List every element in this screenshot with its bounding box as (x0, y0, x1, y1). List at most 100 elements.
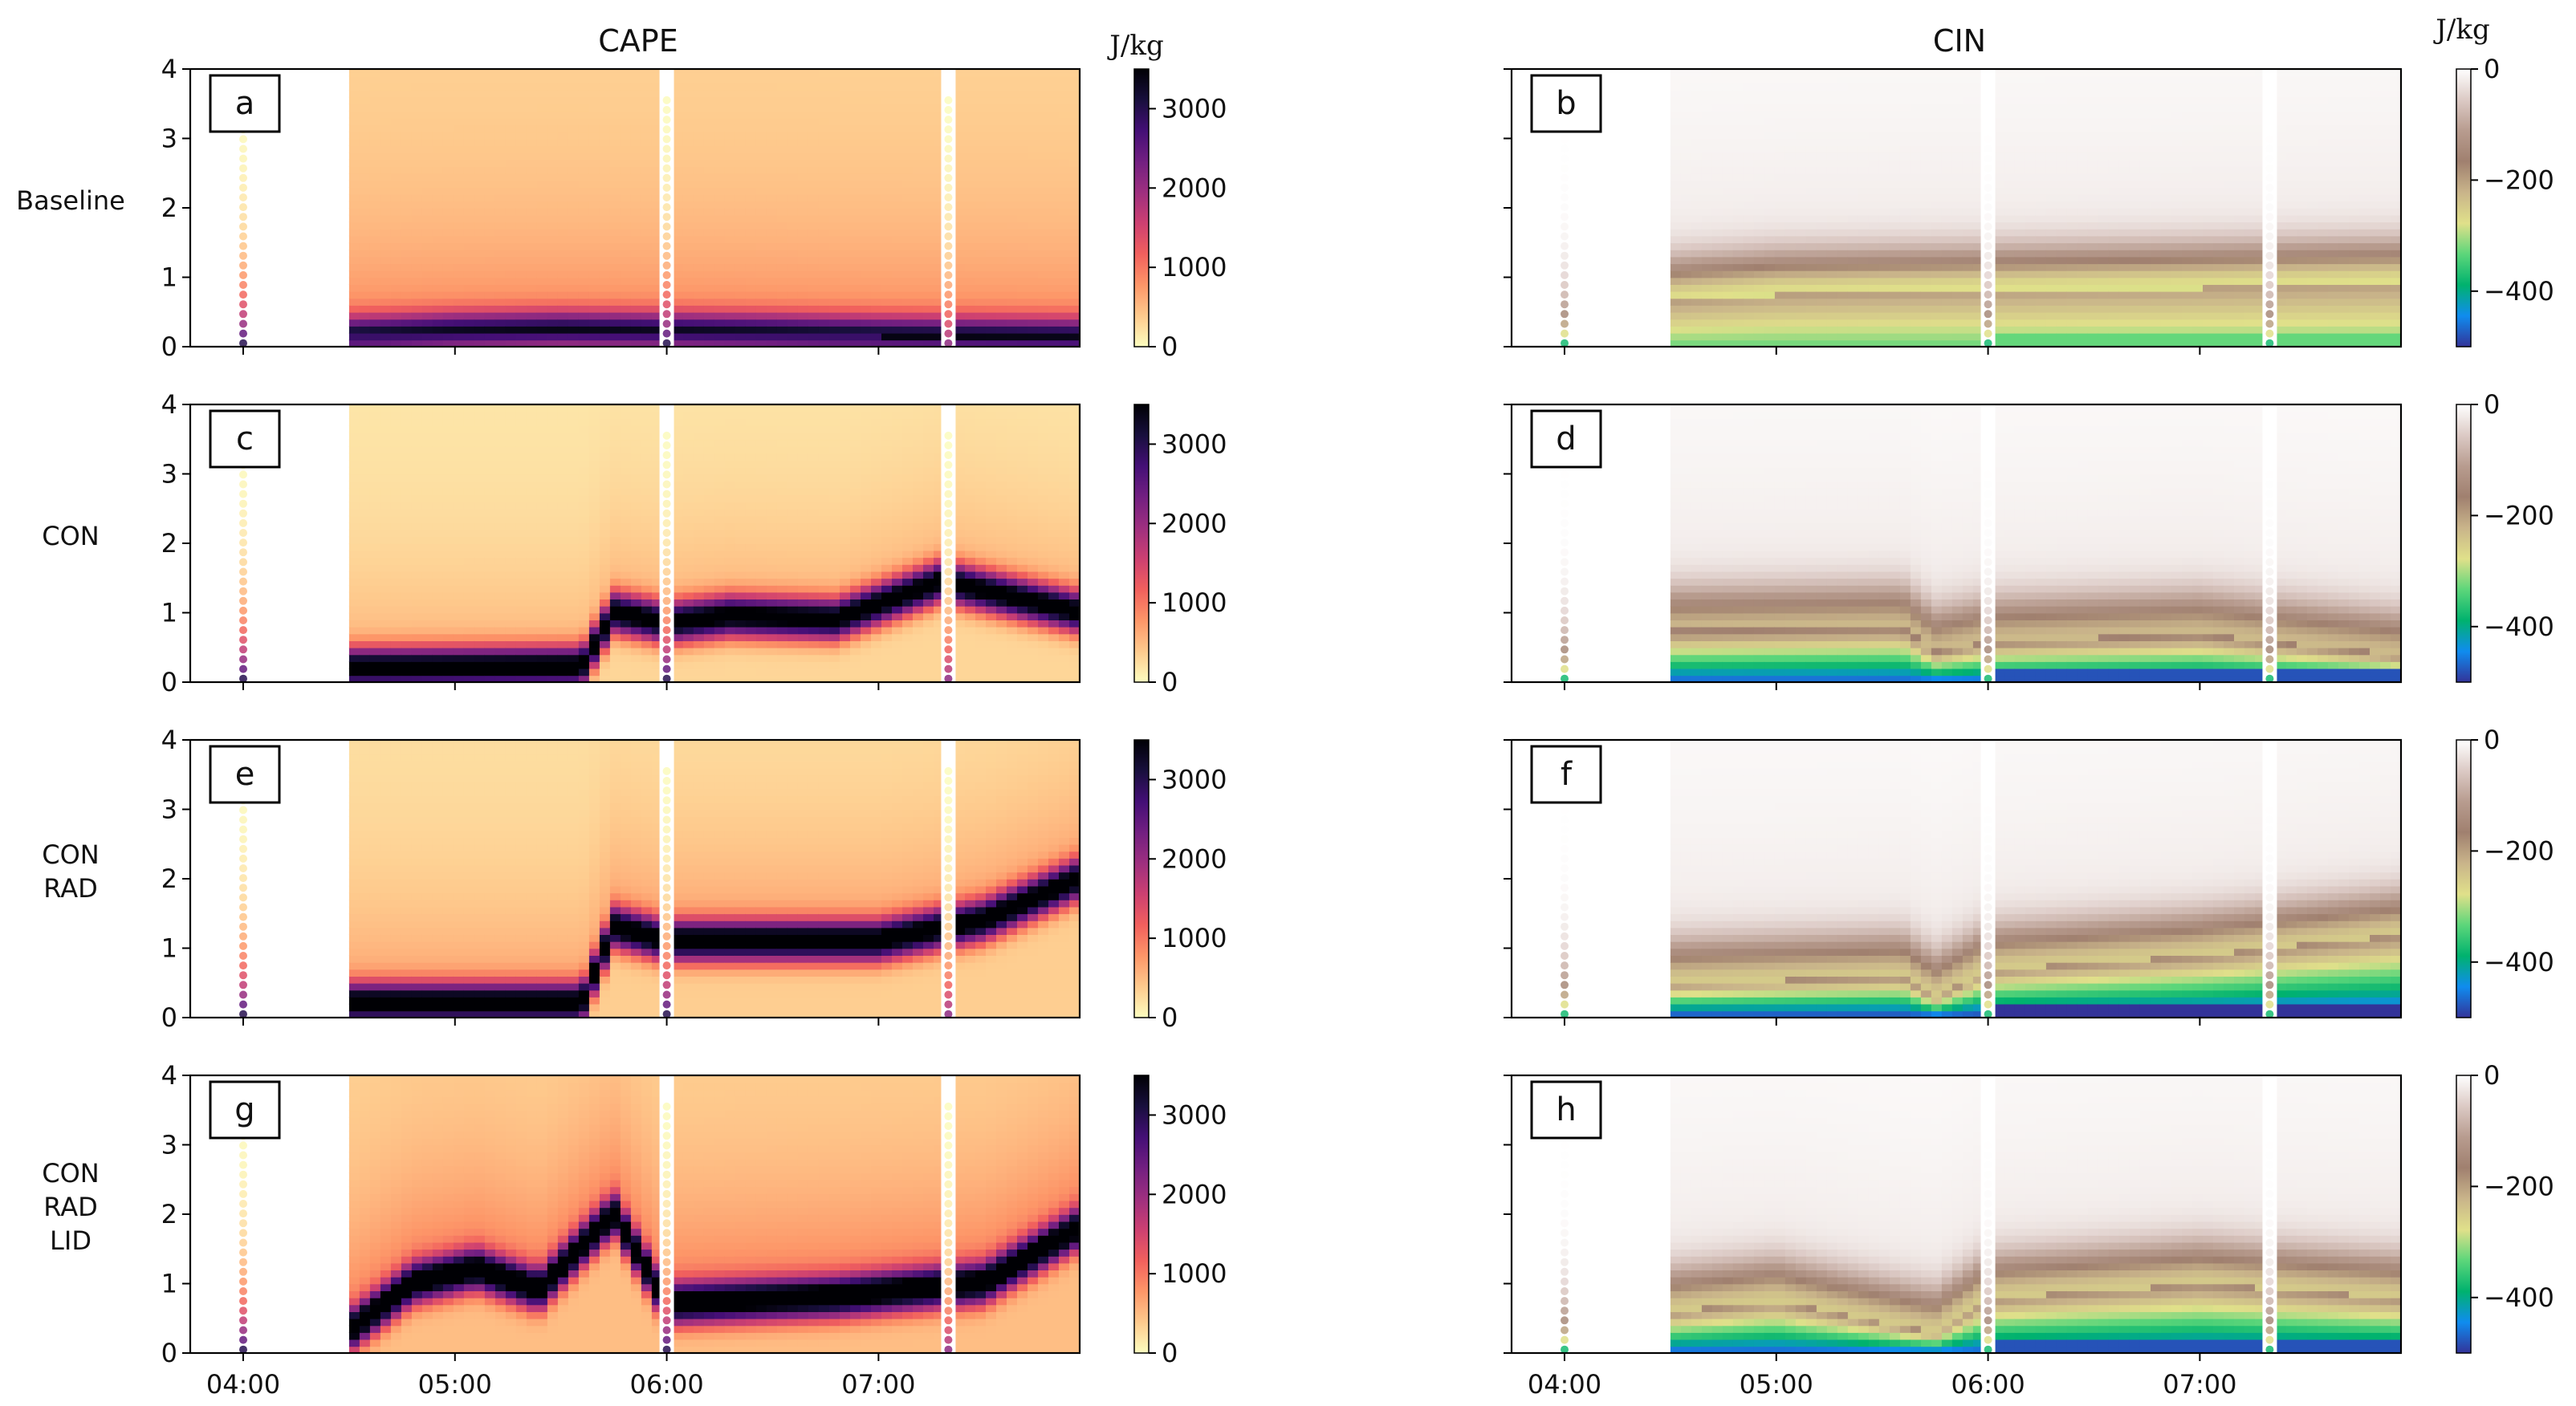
heatmap-cell (840, 221, 851, 230)
heatmap-cell (1007, 89, 1018, 98)
heatmap-cell (975, 249, 987, 258)
heatmap-cell (2014, 138, 2026, 146)
heatmap-cell (630, 270, 642, 278)
heatmap-cell (442, 83, 454, 91)
heatmap-cell (359, 249, 371, 258)
heatmap-cell (2004, 319, 2016, 327)
heatmap-cell (453, 110, 465, 119)
heatmap-cell (840, 326, 851, 334)
heatmap-cell (2014, 110, 2026, 119)
heatmap-cell (996, 305, 1007, 313)
heatmap-cell (630, 235, 642, 244)
heatmap-cell (380, 159, 392, 167)
heatmap-cell (755, 277, 767, 285)
heatmap-cell (1795, 291, 1807, 299)
heatmap-cell (2182, 284, 2193, 292)
heatmap-cell (913, 228, 924, 237)
heatmap-cell (1059, 193, 1070, 202)
heatmap-cell (1847, 270, 1859, 278)
heatmap-cell (1972, 305, 1984, 313)
heatmap-cell (735, 145, 747, 153)
heatmap-cell (1691, 104, 1703, 112)
heatmap-cell (1868, 69, 1880, 77)
heatmap-cell (745, 256, 757, 265)
heatmap-cell (2182, 69, 2193, 77)
heatmap-cell (1941, 305, 1953, 313)
heatmap-cell (923, 319, 934, 327)
heatmap-cell (1858, 332, 1870, 341)
heatmap-cell (1680, 89, 1692, 98)
heatmap-cell (1805, 221, 1817, 230)
heatmap-cell (547, 152, 559, 161)
heatmap-cell (484, 235, 496, 244)
heatmap-cell (2066, 201, 2078, 209)
heatmap-cell (745, 326, 757, 334)
heatmap-cell (954, 96, 966, 105)
heatmap-cell (965, 305, 976, 313)
heatmap-cell (996, 159, 1007, 167)
heatmap-cell (2108, 110, 2120, 119)
heatmap-cell (536, 69, 548, 77)
heatmap-cell (829, 277, 840, 285)
heatmap-cell (1993, 298, 2005, 306)
heatmap-cell (1743, 311, 1755, 320)
heatmap-cell (797, 291, 809, 299)
heatmap-cell (1048, 89, 1060, 98)
heatmap-cell (682, 110, 694, 119)
heatmap-cell (755, 270, 767, 278)
heatmap-cell (1670, 187, 1682, 195)
heatmap-cell (2161, 173, 2172, 181)
heatmap-cell (1847, 228, 1859, 237)
heatmap-cell (369, 201, 381, 209)
heatmap-cell (453, 193, 465, 202)
heatmap-cell (1868, 332, 1880, 341)
heatmap-cell (609, 263, 621, 271)
heatmap-cell (1059, 235, 1070, 244)
heatmap-cell (348, 124, 360, 132)
heatmap-cell (494, 332, 507, 341)
heatmap-cell (390, 263, 402, 271)
heatmap-cell (755, 96, 767, 105)
heatmap-cell (609, 117, 621, 125)
heatmap-cell (1889, 256, 1901, 265)
heatmap-cell (913, 305, 924, 313)
heatmap-cell (1931, 277, 1943, 285)
heatmap-cell (2004, 187, 2016, 195)
heatmap-cell (1941, 228, 1953, 237)
heatmap-cell (1931, 263, 1943, 271)
heatmap-cell (2066, 124, 2078, 132)
heatmap-cell (526, 131, 538, 140)
heatmap-cell (2035, 193, 2047, 202)
heatmap-cell (1028, 83, 1039, 91)
heatmap-cell (1816, 235, 1828, 244)
heatmap-cell (766, 193, 778, 202)
heatmap-cell (861, 235, 872, 244)
profile-dot (239, 270, 247, 279)
heatmap-cell (892, 270, 903, 278)
heatmap-cell (2087, 291, 2099, 299)
heatmap-cell (797, 138, 809, 146)
heatmap-cell (1899, 201, 1911, 209)
heatmap-cell (902, 235, 914, 244)
heatmap-cell (2077, 270, 2089, 278)
heatmap-cell (1722, 228, 1734, 237)
heatmap-cell (2192, 138, 2204, 146)
heatmap-cell (1951, 83, 1964, 91)
heatmap-cell (557, 96, 569, 105)
heatmap-cell (474, 284, 486, 292)
heatmap-cell (1038, 298, 1049, 306)
heatmap-cell (1017, 110, 1028, 119)
heatmap-cell (913, 131, 924, 140)
profile-dot (662, 95, 671, 104)
heatmap-cell (808, 180, 820, 188)
heatmap-cell (1993, 166, 2005, 174)
heatmap-cell (1920, 145, 1932, 153)
heatmap-cell (1868, 83, 1880, 91)
heatmap-cell (380, 228, 392, 237)
heatmap-cell (578, 110, 590, 119)
heatmap-cell (735, 249, 747, 258)
heatmap-cell (2129, 270, 2141, 278)
heatmap-cell (787, 69, 799, 77)
heatmap-cell (2056, 256, 2068, 265)
heatmap-cell (2035, 339, 2047, 347)
